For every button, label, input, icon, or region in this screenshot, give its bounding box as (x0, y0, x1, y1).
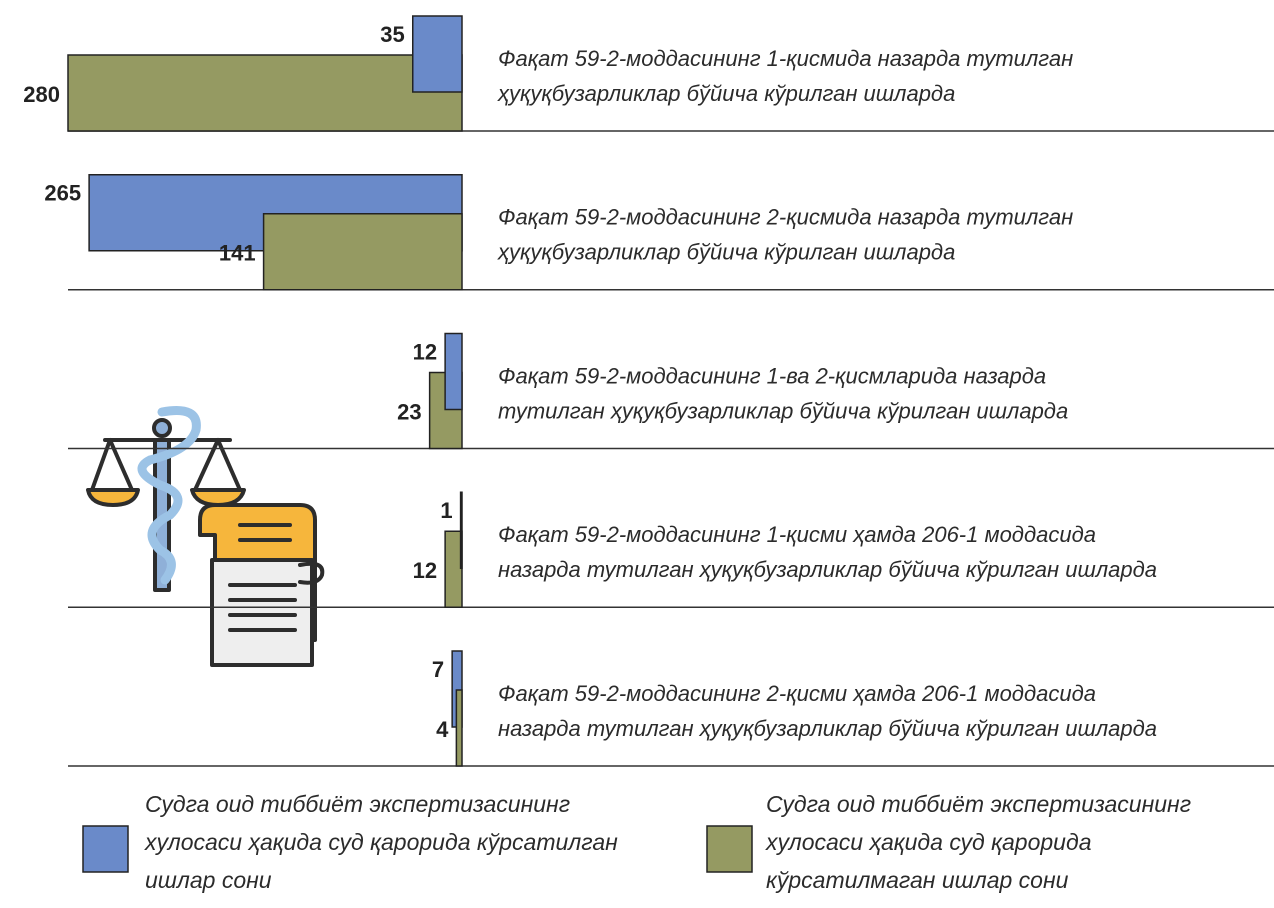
legend-swatch (82, 825, 129, 873)
value-label: 1 (440, 498, 452, 523)
value-label: 7 (432, 657, 444, 682)
category-label: назарда тутилган ҳуқуқбузарликлар бўйича… (498, 557, 1157, 582)
value-label: 141 (219, 241, 256, 266)
category-label: Фақат 59-2-моддасининг 1-қисми ҳамда 206… (498, 522, 1096, 547)
category-label: ҳуқуқбузарликлар бўйича кўрилган ишларда (497, 81, 955, 106)
value-label: 4 (436, 717, 449, 742)
icon (86, 406, 325, 667)
category-label: Фақат 59-2-моддасининг 2-қисми ҳамда 206… (498, 681, 1096, 706)
category-label: Фақат 59-2-моддасининг 2-қисмида назарда… (498, 205, 1073, 230)
value-label: 265 (44, 181, 81, 206)
legend-swatch (706, 825, 753, 873)
bar (444, 332, 463, 411)
value-label: 12 (413, 558, 437, 583)
category-label: Фақат 59-2-моддасининг 1-ва 2-қисмларида… (498, 363, 1046, 388)
bar (412, 15, 463, 93)
bar (67, 54, 463, 132)
value-label: 23 (397, 399, 421, 424)
value-label: 280 (23, 82, 60, 107)
value-label: 35 (380, 22, 404, 47)
legend-label: Судга оид тиббиёт экспертизасининг хулос… (766, 791, 1192, 893)
bar (262, 213, 463, 291)
bar (455, 689, 463, 767)
legend-label: Судга оид тиббиёт экспертизасининг хулос… (145, 791, 618, 893)
bar (459, 491, 463, 569)
category-label: ҳуқуқбузарликлар бўйича кўрилган ишларда (497, 240, 955, 265)
category-label: Фақат 59-2-моддасининг 1-қисмида назарда… (498, 46, 1073, 71)
category-label: назарда тутилган ҳуқуқбузарликлар бўйича… (498, 716, 1157, 741)
bar (444, 530, 463, 608)
category-label: тутилган ҳуқуқбузарликлар бўйича кўрилга… (498, 398, 1068, 423)
value-label: 12 (413, 339, 437, 364)
